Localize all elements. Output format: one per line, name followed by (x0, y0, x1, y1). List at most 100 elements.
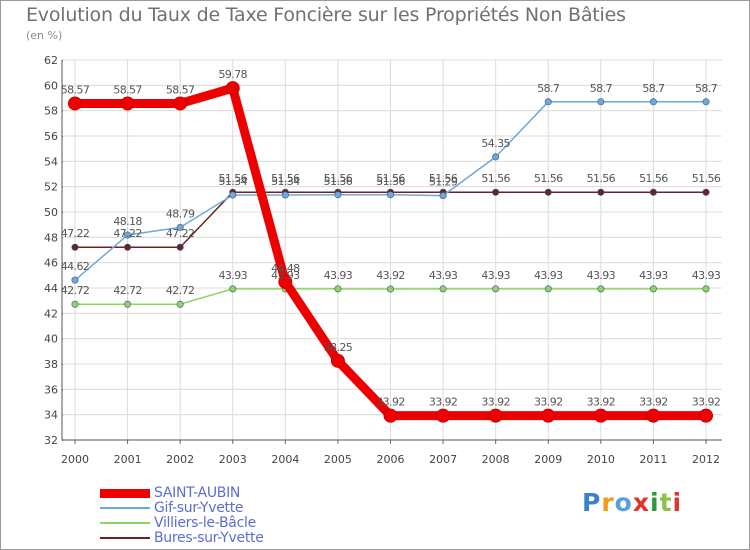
data-point (541, 408, 556, 423)
data-point (439, 285, 447, 293)
data-label: 38.25 (324, 341, 353, 354)
data-label: 58.7 (590, 82, 613, 95)
x-tick-label: 2002 (166, 453, 194, 466)
data-label: 51.56 (219, 172, 248, 185)
data-label: 47.22 (61, 227, 90, 240)
x-tick-label: 2010 (587, 453, 615, 466)
y-tick-label: 42 (44, 307, 58, 320)
data-label: 42.72 (166, 284, 195, 297)
data-label: 58.7 (642, 82, 665, 95)
data-label: 43.93 (692, 269, 721, 282)
x-tick-label: 2003 (219, 453, 247, 466)
data-point (702, 98, 710, 106)
data-label: 43.93 (429, 269, 458, 282)
data-point (597, 188, 605, 196)
y-tick-label: 38 (44, 358, 58, 371)
y-tick-label: 62 (44, 54, 58, 67)
data-label: 51.56 (376, 172, 405, 185)
data-point (597, 285, 605, 293)
data-label: 51.56 (481, 172, 510, 185)
legend-swatch (100, 522, 150, 524)
data-point (492, 285, 500, 293)
data-label: 43.93 (271, 269, 300, 282)
series-layer (68, 81, 713, 423)
data-label: 33.92 (692, 396, 721, 409)
y-tick-label: 60 (44, 79, 58, 92)
data-label: 51.36 (324, 175, 353, 188)
x-tick-label: 2006 (377, 453, 405, 466)
data-point (124, 300, 132, 308)
data-label: 58.57 (166, 83, 195, 96)
data-point (593, 408, 608, 423)
y-tick-label: 32 (44, 434, 58, 447)
data-label: 51.34 (219, 175, 248, 188)
data-point (229, 191, 237, 199)
data-label: 33.92 (376, 396, 405, 409)
data-point (71, 300, 79, 308)
data-point (702, 285, 710, 293)
x-tick-label: 2004 (271, 453, 299, 466)
data-point (124, 243, 132, 251)
data-point (439, 192, 447, 200)
data-label: 43.93 (219, 269, 248, 282)
data-point (330, 353, 345, 368)
data-point (225, 81, 240, 96)
data-point (702, 188, 710, 196)
chart-subtitle: (en %) (26, 29, 63, 42)
y-tick-label: 52 (44, 181, 58, 194)
data-point (173, 96, 188, 111)
data-point (492, 188, 500, 196)
data-point (334, 191, 342, 199)
data-labels: 58.57 58.57 58.57 59.78 44.48 38.25 33.92 33.92… (61, 68, 722, 409)
data-label: 51.56 (587, 172, 616, 185)
data-point (176, 243, 184, 251)
data-point (229, 285, 237, 293)
data-point (176, 300, 184, 308)
data-point (124, 231, 132, 239)
data-label: 43.92 (376, 269, 405, 282)
y-tick-label: 44 (44, 282, 58, 295)
data-label: 58.7 (537, 82, 560, 95)
proxiti-logo: Proxiti (582, 488, 683, 517)
data-point (646, 408, 661, 423)
data-label: 59.78 (219, 68, 248, 81)
data-label: 43.93 (534, 269, 563, 282)
y-tick-label: 40 (44, 333, 58, 346)
data-label: 51.56 (271, 172, 300, 185)
data-label: 51.34 (271, 175, 300, 188)
data-point (278, 274, 293, 289)
data-label: 33.92 (587, 396, 616, 409)
data-label: 33.92 (534, 396, 563, 409)
y-tick-label: 34 (44, 409, 58, 422)
y-tick-label: 46 (44, 257, 58, 270)
data-label: 51.56 (429, 172, 458, 185)
data-label: 54.35 (481, 137, 510, 150)
data-label: 51.56 (639, 172, 668, 185)
data-label: 48.18 (113, 215, 142, 228)
data-point (334, 285, 342, 293)
data-label: 51.56 (324, 172, 353, 185)
data-point (386, 191, 394, 199)
data-point (649, 188, 657, 196)
x-tick-label: 2000 (61, 453, 89, 466)
grid (62, 59, 722, 441)
x-tick-label: 2001 (114, 453, 142, 466)
data-point (71, 276, 79, 284)
legend-swatch (100, 488, 150, 498)
data-point (68, 96, 82, 111)
data-point (649, 98, 657, 106)
data-label: 47.22 (113, 227, 142, 240)
x-tick-label: 2011 (639, 453, 667, 466)
data-point (699, 408, 713, 423)
x-tick-label: 2008 (482, 453, 510, 466)
data-point (649, 285, 657, 293)
data-point (281, 191, 289, 199)
data-label: 51.56 (692, 172, 721, 185)
data-label: 42.72 (61, 284, 90, 297)
y-tick-label: 36 (44, 383, 58, 396)
data-label: 33.92 (639, 396, 668, 409)
data-label: 58.57 (61, 83, 90, 96)
data-label: 44.48 (271, 262, 300, 275)
data-label: 47.22 (166, 227, 195, 240)
